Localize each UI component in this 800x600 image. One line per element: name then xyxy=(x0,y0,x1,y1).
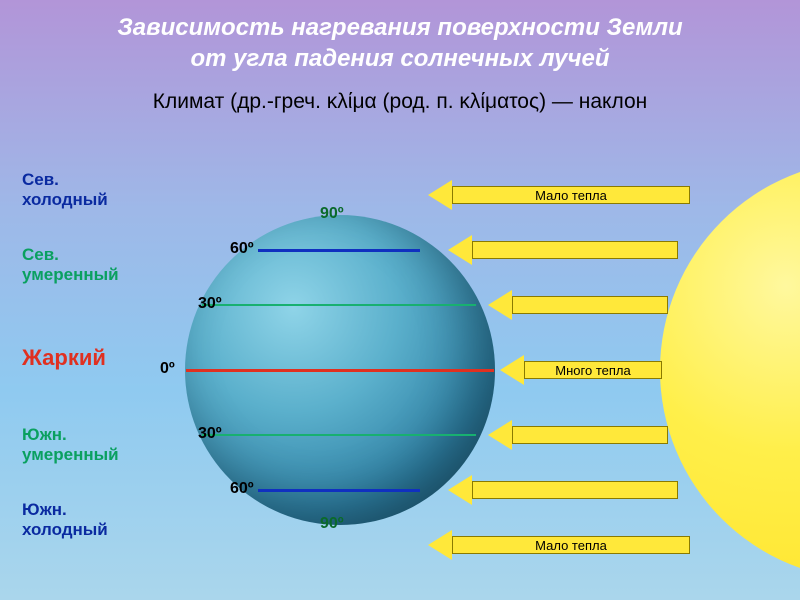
arrow-head-icon xyxy=(488,420,512,450)
degree-label: 60º xyxy=(230,480,254,498)
latitude-line xyxy=(258,249,420,252)
heat-arrow: Мало тепла xyxy=(428,180,690,210)
latitude-line xyxy=(202,434,476,436)
arrow-body: Мало тепла xyxy=(452,186,690,204)
arrow-label: Мало тепла xyxy=(535,538,607,553)
latitude-line xyxy=(186,369,494,372)
arrow-body: Много тепла xyxy=(524,361,662,379)
heat-arrow xyxy=(488,290,668,320)
degree-label: 0º xyxy=(160,360,175,378)
main-title: Зависимость нагревания поверхности Земли… xyxy=(0,12,800,74)
degree-label: 90º xyxy=(320,515,344,533)
heat-arrow: Мало тепла xyxy=(428,530,690,560)
latitude-line xyxy=(258,489,420,492)
arrow-head-icon xyxy=(488,290,512,320)
arrow-label: Мало тепла xyxy=(535,188,607,203)
climate-zone-label: Сев.умеренный xyxy=(22,245,119,286)
heat-arrow xyxy=(448,475,678,505)
title-line1: Зависимость нагревания поверхности Земли xyxy=(117,14,682,41)
arrow-body xyxy=(512,426,668,444)
arrow-head-icon xyxy=(428,180,452,210)
arrow-label: Много тепла xyxy=(555,363,630,378)
climate-zone-label: Южн.умеренный xyxy=(22,425,119,466)
degree-label: 90º xyxy=(320,205,344,223)
degree-label: 30º xyxy=(198,425,222,443)
climate-zone-label: Сев.холодный xyxy=(22,170,108,211)
climate-zone-label: Жаркий xyxy=(22,345,106,371)
subtitle: Климат (др.-греч. κλίμα (род. п. κλίματο… xyxy=(0,90,800,114)
arrow-head-icon xyxy=(448,475,472,505)
heat-arrow: Много тепла xyxy=(500,355,662,385)
degree-label: 60º xyxy=(230,240,254,258)
title-line2: от угла падения солнечных лучей xyxy=(190,45,609,72)
arrow-body xyxy=(472,241,678,259)
heat-arrow xyxy=(488,420,668,450)
arrow-body xyxy=(512,296,668,314)
arrow-head-icon xyxy=(428,530,452,560)
arrow-head-icon xyxy=(448,235,472,265)
climate-zone-label: Южн.холодный xyxy=(22,500,108,541)
arrow-body xyxy=(472,481,678,499)
latitude-line xyxy=(202,304,476,306)
arrow-body: Мало тепла xyxy=(452,536,690,554)
heat-arrow xyxy=(448,235,678,265)
degree-label: 30º xyxy=(198,295,222,313)
arrow-head-icon xyxy=(500,355,524,385)
